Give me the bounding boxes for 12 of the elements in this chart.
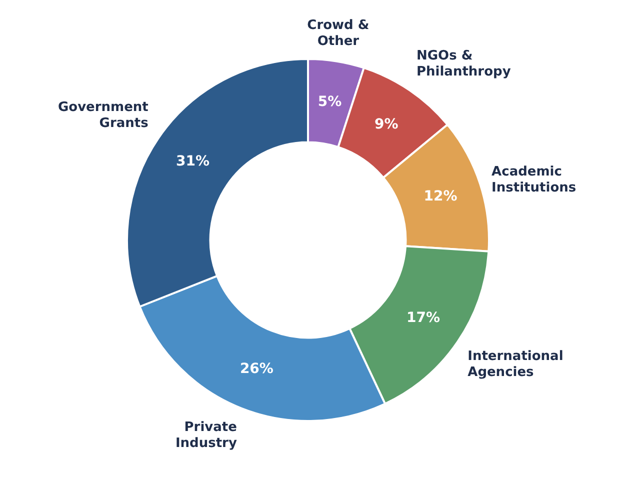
data-label: 12% [424,188,458,205]
data-label: 31% [176,153,210,170]
slice-label: NGOs & Philanthropy [416,48,512,80]
data-label: 26% [240,361,274,378]
data-label: 5% [318,94,342,110]
slice-label: Crowd & Other [307,18,370,49]
slice-label: Government Grants [58,100,149,131]
slice-label: Academic Institutions [492,164,576,196]
slice-label: Private Industry [175,420,238,451]
data-label: 9% [374,116,398,132]
slice-label: International Agencies [468,348,564,380]
data-label: 17% [406,310,440,326]
